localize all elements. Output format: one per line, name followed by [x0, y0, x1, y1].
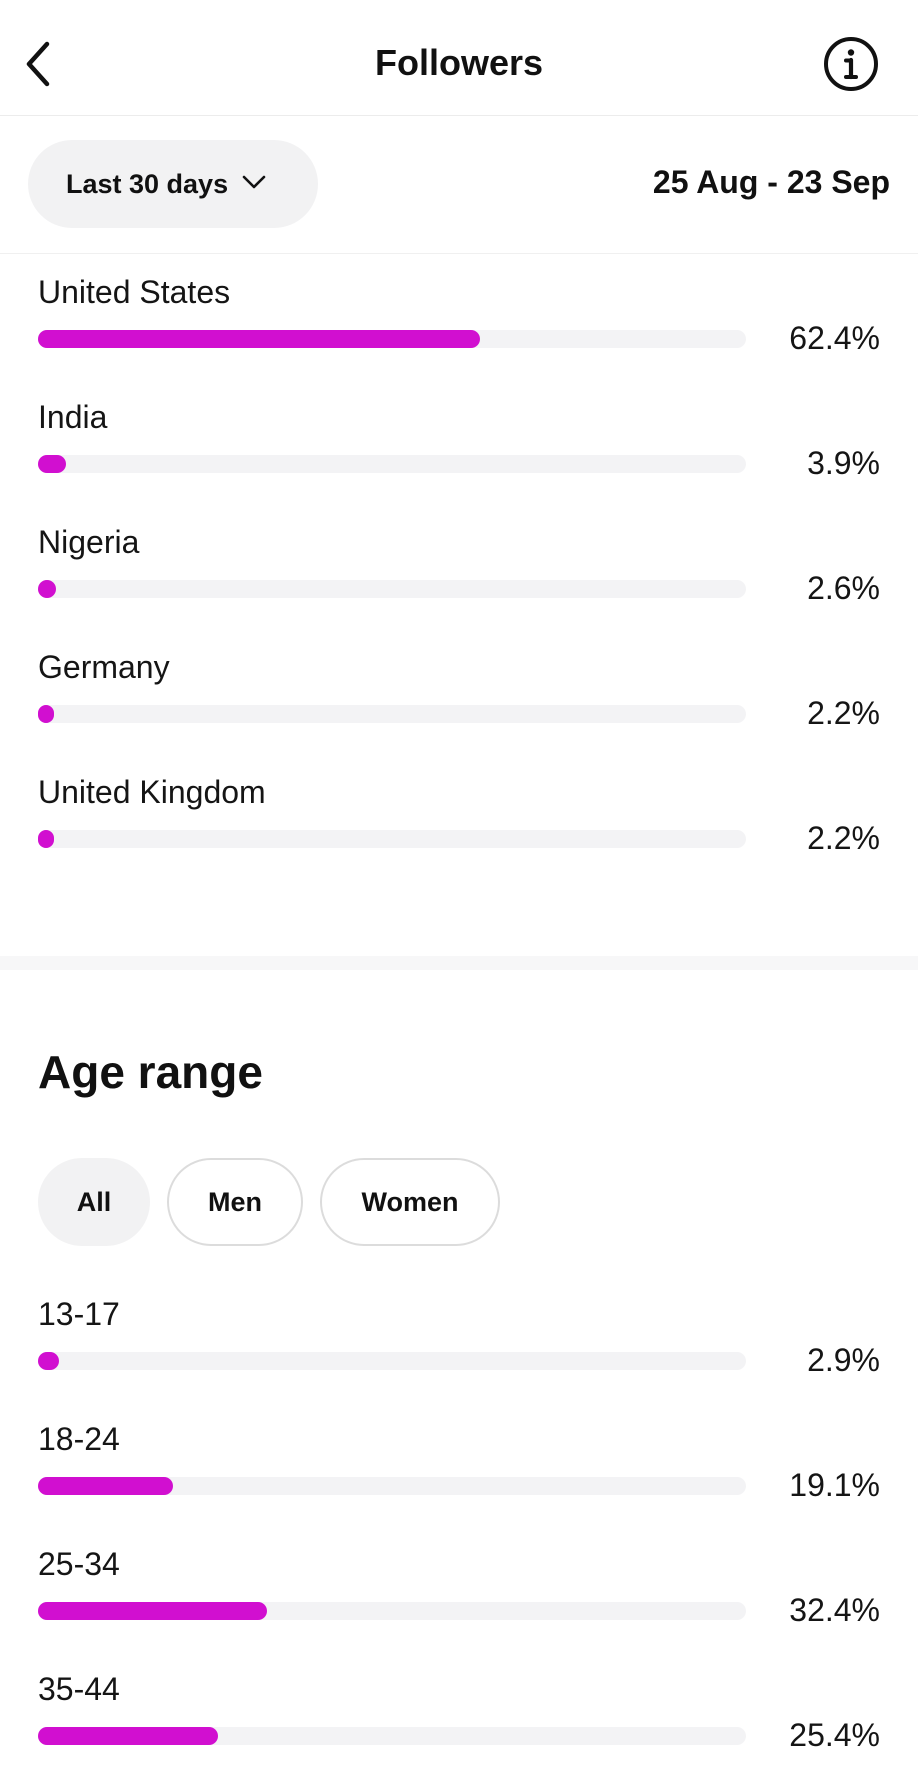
bar-track [38, 580, 746, 598]
bar-fill [38, 705, 54, 723]
filter-all-button[interactable]: All [38, 1158, 150, 1246]
country-row: United States 62.4% [38, 272, 880, 382]
age-percent: 25.4% [789, 1717, 880, 1753]
date-range-dropdown-label: Last 30 days [66, 168, 229, 199]
country-percent: 2.2% [807, 820, 880, 856]
age-row: 13-17 2.9% [38, 1294, 880, 1404]
date-range-text: 25 Aug - 23 Sep [652, 164, 890, 200]
bar-fill [38, 455, 66, 473]
country-row: Nigeria 2.6% [38, 522, 880, 632]
filter-women-button[interactable]: Women [320, 1158, 500, 1246]
bar-track [38, 830, 746, 848]
country-percent: 3.9% [807, 445, 880, 481]
section-divider [0, 956, 918, 970]
bar-fill [38, 1477, 174, 1495]
bar-track [38, 330, 746, 348]
age-row: 18-24 19.1% [38, 1419, 880, 1529]
age-label: 35-44 [38, 1671, 120, 1707]
bar-fill [38, 1727, 218, 1745]
age-percent: 2.9% [807, 1342, 880, 1378]
bar-track [38, 1602, 746, 1620]
date-range-dropdown[interactable]: Last 30 days [28, 140, 318, 228]
bar-fill [38, 830, 54, 848]
bar-track [38, 1352, 746, 1370]
country-row: Germany 2.2% [38, 647, 880, 757]
country-label: Germany [38, 649, 170, 685]
chevron-down-icon [242, 175, 266, 194]
page-title: Followers [374, 42, 544, 83]
country-percent: 2.6% [807, 570, 880, 606]
country-row: United Kingdom 2.2% [38, 772, 880, 882]
country-percent: 2.2% [807, 695, 880, 731]
bar-fill [38, 330, 480, 348]
bar-fill [38, 580, 57, 598]
header: Followers [0, 0, 918, 116]
filter-bar: Last 30 days 25 Aug - 23 Sep [0, 116, 918, 254]
age-row: 35-44 25.4% [38, 1669, 880, 1779]
country-label: United States [38, 274, 231, 310]
age-label: 18-24 [38, 1421, 120, 1457]
age-row: 25-34 32.4% [38, 1544, 880, 1654]
bar-track [38, 455, 746, 473]
back-button[interactable] [14, 34, 62, 94]
country-label: Nigeria [38, 524, 140, 560]
bar-track [38, 705, 746, 723]
country-percent: 62.4% [789, 320, 880, 356]
bar-track [38, 1727, 746, 1745]
age-percent: 32.4% [789, 1592, 880, 1628]
country-row: India 3.9% [38, 397, 880, 507]
info-button[interactable] [820, 33, 882, 95]
age-label: 25-34 [38, 1546, 120, 1582]
age-range-title: Age range [38, 1046, 263, 1098]
age-label: 13-17 [38, 1296, 120, 1332]
filter-men-button[interactable]: Men [167, 1158, 303, 1246]
bar-fill [38, 1352, 59, 1370]
bar-track [38, 1477, 746, 1495]
age-percent: 19.1% [789, 1467, 880, 1503]
chevron-left-icon [26, 41, 50, 87]
info-icon [824, 37, 878, 91]
country-label: India [38, 399, 108, 435]
bar-fill [38, 1602, 268, 1620]
country-label: United Kingdom [38, 774, 266, 810]
